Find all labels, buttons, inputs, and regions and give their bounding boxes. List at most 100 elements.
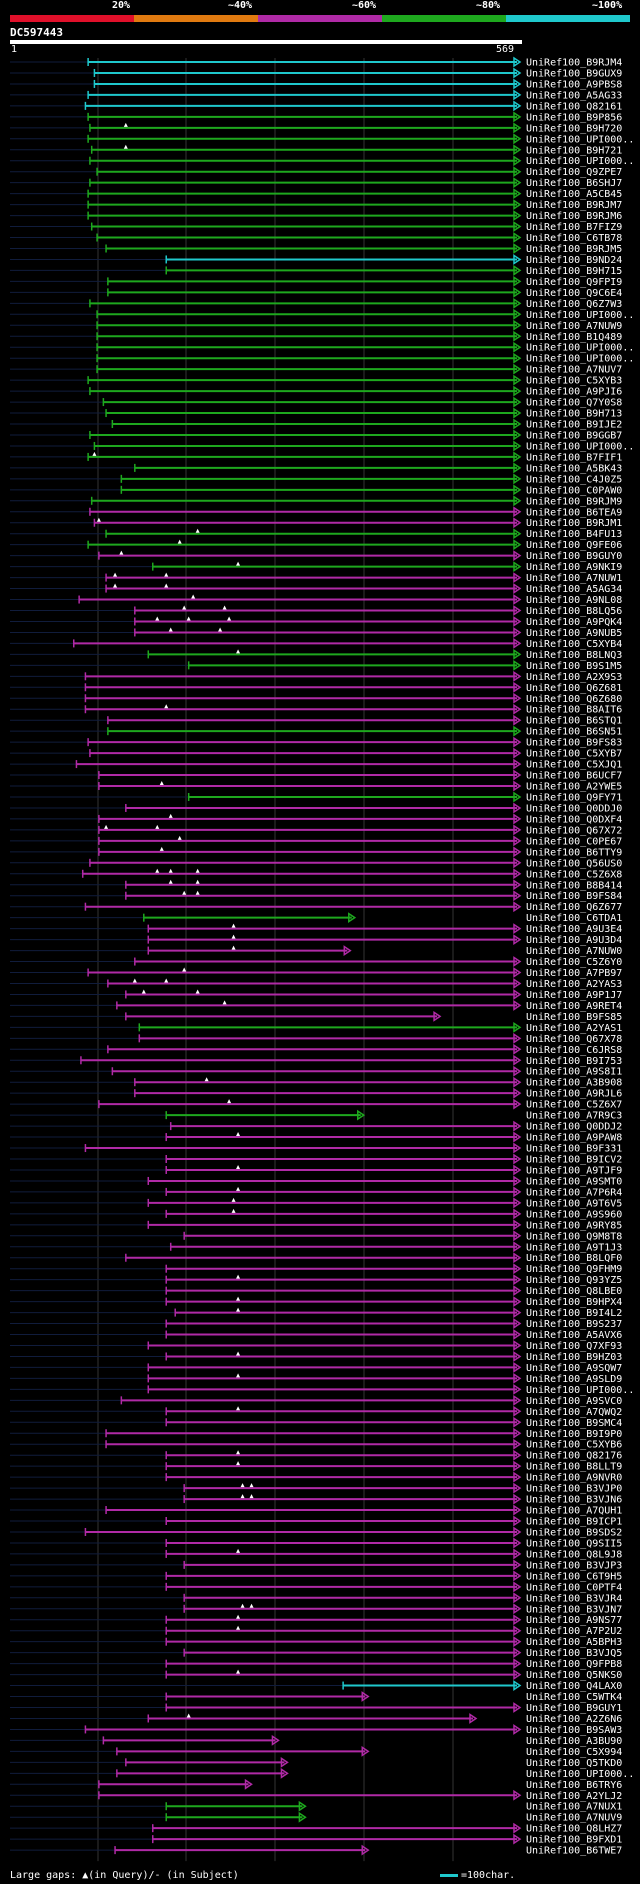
hit-label: UniRef100_B9F331 bbox=[526, 1144, 622, 1155]
hit-end-arrow bbox=[513, 1296, 522, 1308]
hit-label: UniRef100_B9FS84 bbox=[526, 891, 622, 902]
hit-end-arrow bbox=[513, 1087, 522, 1099]
scale-segment-40 bbox=[134, 15, 258, 22]
scale-segment-100 bbox=[506, 15, 630, 22]
hit-end-arrow bbox=[513, 1032, 522, 1044]
hit-end-arrow bbox=[513, 462, 522, 474]
hit-label: UniRef100_A9PJI6 bbox=[526, 387, 622, 398]
hit-label: UniRef100_A9NUB5 bbox=[526, 628, 622, 639]
gap-marker bbox=[249, 1483, 254, 1488]
hit-end-arrow bbox=[343, 945, 352, 956]
hit-label: UniRef100_A9NL08 bbox=[526, 595, 622, 606]
hit-end-arrow bbox=[513, 1482, 522, 1494]
hit-label: UniRef100_B9H720 bbox=[526, 123, 622, 134]
gap-marker bbox=[240, 1494, 245, 1499]
hit-end-arrow bbox=[513, 857, 522, 869]
hit-end-arrow bbox=[513, 1362, 522, 1373]
hit-label: UniRef100_B9FS85 bbox=[526, 1012, 622, 1023]
hit-label: UniRef100_B9RJM7 bbox=[526, 200, 622, 211]
hit-end-arrow bbox=[280, 1767, 289, 1779]
footer-gaps: Large gaps: ▲(in Query)/- (in Subject) bbox=[10, 1870, 239, 1881]
gap-marker bbox=[236, 1450, 241, 1455]
hit-end-arrow bbox=[513, 890, 522, 902]
gap-marker bbox=[168, 813, 173, 818]
hit-label: UniRef100_B6UCF7 bbox=[526, 771, 622, 782]
hit-label: UniRef100_C5XJQ1 bbox=[526, 760, 622, 771]
hit-end-arrow bbox=[513, 1504, 522, 1516]
hit-end-arrow bbox=[513, 561, 522, 573]
hit-label: UniRef100_C4J0Z5 bbox=[526, 474, 622, 485]
hit-label: UniRef100_A7R9C3 bbox=[526, 1111, 622, 1122]
hit-end-arrow bbox=[513, 1263, 522, 1275]
hit-end-arrow bbox=[298, 1811, 307, 1823]
hit-label: UniRef100_B6TEA9 bbox=[526, 507, 622, 518]
hit-label: UniRef100_B8AIT6 bbox=[526, 705, 622, 716]
hit-label: UniRef100_B6TRY6 bbox=[526, 1780, 622, 1791]
hit-end-arrow bbox=[513, 1351, 522, 1362]
hit-end-arrow bbox=[513, 1405, 522, 1417]
hit-end-arrow bbox=[513, 1383, 522, 1395]
hit-end-arrow bbox=[513, 1548, 522, 1560]
hit-label: UniRef100_B9H721 bbox=[526, 145, 622, 156]
gap-marker bbox=[177, 835, 182, 840]
hit-label: UniRef100_A9RET4 bbox=[526, 1001, 622, 1012]
hit-end-arrow bbox=[280, 1756, 289, 1768]
hit-end-arrow bbox=[513, 978, 522, 989]
hit-label: UniRef100_A9S8I1 bbox=[526, 1067, 622, 1078]
hit-label: UniRef100_B9P856 bbox=[526, 112, 622, 123]
hit-label: UniRef100_C5Z6X8 bbox=[526, 869, 622, 880]
hit-label: UniRef100_UPI000.. bbox=[526, 354, 634, 365]
hit-end-arrow bbox=[513, 374, 522, 386]
hit-end-arrow bbox=[513, 1636, 522, 1648]
gap-marker bbox=[168, 868, 173, 873]
gap-marker bbox=[236, 561, 241, 566]
hit-label: UniRef100_UPI000.. bbox=[526, 441, 634, 452]
hit-end-arrow bbox=[513, 1592, 522, 1604]
hit-label: UniRef100_A3B908 bbox=[526, 1078, 622, 1089]
hit-label: UniRef100_C5WTK4 bbox=[526, 1692, 622, 1703]
gap-marker bbox=[123, 144, 128, 149]
hit-label: UniRef100_A2X9S3 bbox=[526, 672, 622, 683]
hit-end-arrow bbox=[513, 1340, 522, 1351]
hit-end-arrow bbox=[513, 1285, 522, 1297]
hit-label: UniRef100_A5AVX6 bbox=[526, 1330, 622, 1341]
gap-marker bbox=[236, 1274, 241, 1279]
hit-end-arrow bbox=[513, 188, 522, 200]
hit-end-arrow bbox=[271, 1735, 280, 1746]
hit-label: UniRef100_Q8LHZ7 bbox=[526, 1824, 622, 1835]
hit-end-arrow bbox=[513, 736, 522, 748]
hit-end-arrow bbox=[513, 989, 522, 1000]
hit-end-arrow bbox=[513, 1702, 522, 1713]
hit-label: UniRef100_Q6Z7W3 bbox=[526, 299, 622, 310]
hit-end-arrow bbox=[513, 1164, 522, 1176]
hit-label: UniRef100_A7NUW0 bbox=[526, 946, 622, 957]
hit-end-arrow bbox=[513, 1658, 522, 1670]
hit-end-arrow bbox=[513, 956, 522, 967]
gap-marker bbox=[132, 978, 137, 983]
query-end: 569 bbox=[496, 44, 515, 55]
hit-label: UniRef100_Q8LBE0 bbox=[526, 1286, 622, 1297]
gap-marker bbox=[236, 1669, 241, 1674]
hit-end-arrow bbox=[513, 166, 522, 178]
hit-label: UniRef100_A7PB97 bbox=[526, 968, 622, 979]
hit-end-arrow bbox=[513, 791, 522, 803]
hit-label: UniRef100_Q6Z681 bbox=[526, 683, 622, 694]
hit-label: UniRef100_A2YWE5 bbox=[526, 782, 622, 793]
hit-end-arrow bbox=[513, 418, 522, 430]
gap-marker bbox=[240, 1603, 245, 1608]
gap-marker bbox=[113, 572, 118, 577]
hit-label: UniRef100_Q9M8T8 bbox=[526, 1231, 622, 1242]
hit-end-arrow bbox=[513, 1438, 522, 1450]
hit-end-arrow bbox=[513, 297, 522, 309]
hit-label: UniRef100_B9FS83 bbox=[526, 738, 622, 749]
hit-label: UniRef100_Q9C6E4 bbox=[526, 288, 622, 299]
hit-end-arrow bbox=[513, 1329, 522, 1340]
gap-marker bbox=[236, 1373, 241, 1378]
hit-label: UniRef100_A9SLD9 bbox=[526, 1374, 622, 1385]
hit-label: UniRef100_B8LNQ3 bbox=[526, 650, 622, 661]
hit-end-arrow bbox=[513, 1449, 522, 1461]
hit-end-arrow bbox=[513, 1427, 522, 1439]
hit-end-arrow bbox=[513, 56, 522, 68]
hit-end-arrow bbox=[513, 1318, 522, 1329]
hit-label: UniRef100_B1Q489 bbox=[526, 332, 622, 343]
